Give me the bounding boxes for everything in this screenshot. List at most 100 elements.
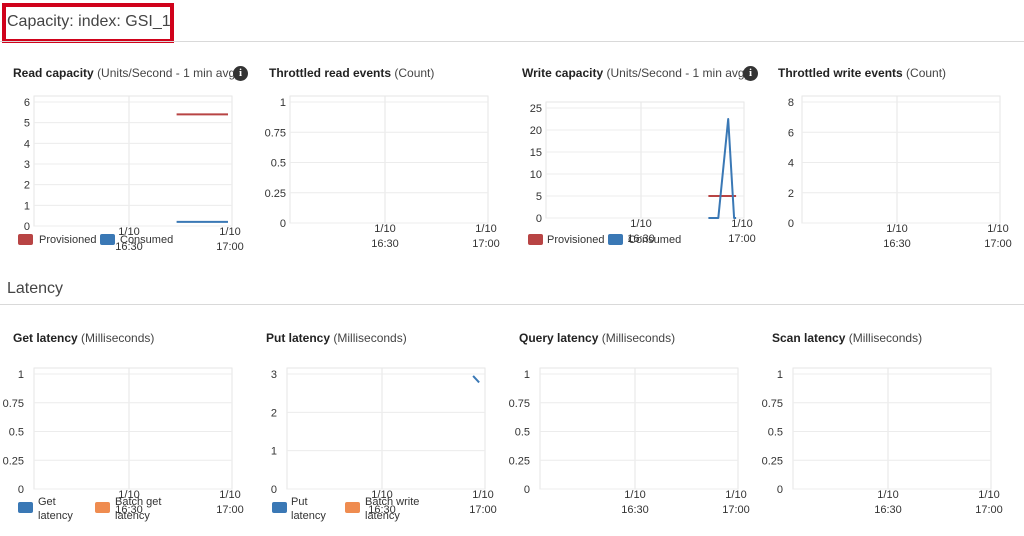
panel-title-unit: (Units/Second - 1 min avg) — [97, 66, 240, 80]
y-tick-label: 0.75 — [509, 398, 530, 410]
y-tick-label: 0 — [788, 218, 794, 230]
consumed-swatch — [100, 234, 115, 245]
panel-title-label: Throttled read events — [269, 66, 392, 80]
x-tick-label: 1/10 — [978, 489, 999, 501]
y-tick-label: 0.75 — [3, 398, 24, 410]
provisioned-legend-label: Provisioned — [547, 234, 605, 246]
y-tick-label: 1 — [18, 369, 24, 381]
latency-section-title: Latency — [7, 280, 64, 297]
batch-write-latency-legend-label: Batch write — [365, 496, 420, 508]
x-tick-label: 1/10 — [118, 489, 139, 501]
consumed-swatch — [608, 234, 623, 245]
x-tick-label: 1/10 — [877, 489, 898, 501]
x-tick-label: 1/10 — [725, 489, 746, 501]
scan-latency-chart[interactable]: 0 0.25 0.5 0.75 1 1/10 16:30 1/10 17:00 — [759, 360, 1015, 526]
y-tick-label: 0.5 — [768, 427, 783, 439]
scan-latency-title: Scan latency (Milliseconds) — [772, 331, 922, 345]
x-tick-label: 16:30 — [368, 504, 396, 516]
y-tick-label: 10 — [530, 169, 542, 181]
series-line — [472, 375, 480, 384]
y-tick-label: 8 — [788, 97, 794, 109]
throttled-write-title: Throttled write events (Count) — [778, 66, 946, 80]
y-tick-label: 0 — [524, 484, 530, 496]
y-tick-label: 0 — [280, 218, 286, 230]
y-tick-label: 3 — [24, 159, 30, 171]
info-icon[interactable]: i — [233, 66, 248, 81]
plot-area — [792, 367, 992, 490]
panel-title-label: Throttled write events — [778, 66, 903, 80]
x-tick-label: 1/10 — [475, 223, 496, 235]
x-tick-label: 1/10 — [886, 223, 907, 235]
plot-area — [539, 367, 739, 490]
y-tick-label: 0 — [777, 484, 783, 496]
panel-title-unit: (Milliseconds) — [601, 331, 676, 345]
query-latency-chart[interactable]: 0 0.25 0.5 0.75 1 1/10 16:30 1/10 17:00 — [506, 360, 762, 526]
y-tick-label: 1 — [24, 200, 30, 212]
y-tick-label: 0.75 — [762, 398, 783, 410]
x-tick-label: 1/10 — [630, 218, 651, 230]
section-divider — [0, 304, 1024, 305]
y-tick-label: 6 — [24, 97, 30, 109]
y-tick-label: 15 — [530, 147, 542, 159]
y-tick-label: 0.25 — [3, 455, 24, 467]
panel-title-label: Get latency — [13, 331, 78, 345]
get-latency-title: Get latency (Milliseconds) — [13, 331, 154, 345]
panel-title-unit: (Milliseconds) — [333, 331, 407, 345]
panel-title-unit: (Units/Second - 1 min avg) — [606, 66, 749, 80]
y-tick-label: 0 — [271, 484, 277, 496]
read-capacity-chart[interactable]: 0 1 2 3 4 5 6 1/10 16:30 1/10 17:00 — [0, 95, 256, 262]
y-tick-label: 2 — [24, 180, 30, 192]
x-tick-label: 1/10 — [219, 226, 240, 238]
write-capacity-chart[interactable]: 0 5 10 15 20 25 1/10 16:30 1/10 17:00 — [512, 96, 768, 262]
x-tick-label: 16:30 — [621, 504, 649, 516]
y-tick-label: 0.25 — [762, 455, 783, 467]
put-latency-swatch — [272, 502, 287, 513]
x-tick-label: 16:30 — [874, 504, 902, 516]
consumed-legend-label: Consumed — [120, 234, 174, 246]
get-latency-chart[interactable]: 0 0.25 0.5 0.75 1 1/10 16:30 1/10 17:00 — [0, 360, 256, 526]
provisioned-legend-label: Provisioned — [39, 234, 97, 246]
provisioned-swatch — [18, 234, 33, 245]
panel-title-label: Query latency — [519, 331, 599, 345]
x-tick-label: 1/10 — [374, 223, 395, 235]
put-latency-title: Put latency (Milliseconds) — [266, 331, 407, 345]
y-tick-label: 1 — [777, 369, 783, 381]
y-tick-label: 5 — [536, 191, 542, 203]
x-tick-label: 16:30 — [627, 233, 655, 245]
y-tick-label: 1 — [524, 369, 530, 381]
read-capacity-legend: Provisioned Consumed — [18, 233, 208, 247]
throttled-read-title: Throttled read events (Count) — [269, 66, 434, 80]
write-capacity-title: Write capacity (Units/Second - 1 min avg… — [522, 66, 749, 80]
get-latency-legend-label: Get — [38, 496, 56, 508]
panel-title-label: Read capacity — [13, 66, 94, 80]
x-tick-label: 16:30 — [883, 238, 911, 250]
x-tick-label: 16:30 — [371, 238, 399, 250]
plot-area — [286, 367, 486, 490]
plot-area — [545, 101, 745, 219]
panel-title-unit: (Count) — [394, 66, 435, 80]
throttled-read-chart[interactable]: 0 0.25 0.5 0.75 1 1/10 16:30 1/10 17:00 — [256, 95, 512, 262]
y-tick-label: 1 — [271, 446, 277, 458]
batch-write-latency-swatch — [345, 502, 360, 513]
y-tick-label: 0.5 — [515, 427, 530, 439]
y-tick-label: 0.25 — [509, 455, 530, 467]
consumed-legend-label: Consumed — [628, 234, 682, 246]
x-tick-label: 17:00 — [469, 504, 497, 516]
y-tick-label: 0.75 — [265, 127, 286, 139]
x-tick-label: 1/10 — [118, 226, 139, 238]
plot-area — [33, 95, 233, 227]
query-latency-title: Query latency (Milliseconds) — [519, 331, 675, 345]
info-icon[interactable]: i — [743, 66, 758, 81]
x-tick-label: 1/10 — [731, 218, 752, 230]
x-tick-label: 1/10 — [219, 489, 240, 501]
x-tick-label: 17:00 — [472, 238, 500, 250]
y-tick-label: 6 — [788, 127, 794, 139]
throttled-write-chart[interactable]: 0 2 4 6 8 1/10 16:30 1/10 17:00 — [768, 95, 1024, 262]
put-latency-chart[interactable]: 0 1 2 3 1/10 16:30 1/10 17:00 — [253, 360, 509, 526]
put-latency-legend-label: latency — [291, 510, 326, 522]
plot-area — [289, 95, 489, 224]
x-tick-label: 1/10 — [987, 223, 1008, 235]
y-tick-label: 2 — [788, 188, 794, 200]
provisioned-swatch — [528, 234, 543, 245]
write-capacity-legend: Provisioned Consumed — [528, 233, 718, 247]
